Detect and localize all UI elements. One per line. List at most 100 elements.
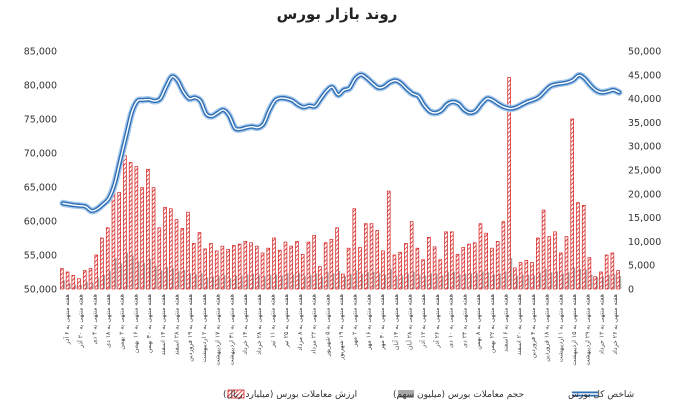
left-axis-tick: 65,000 bbox=[24, 183, 57, 194]
x-axis-tick: هفته منتهی به ۳۰ مهر bbox=[379, 294, 386, 351]
value-bar bbox=[318, 266, 322, 290]
value-bar bbox=[323, 242, 328, 290]
volume-bar bbox=[567, 272, 570, 289]
value-bar bbox=[295, 241, 299, 290]
volume-bar bbox=[137, 261, 140, 289]
volume-bar bbox=[401, 275, 404, 289]
volume-bar bbox=[487, 272, 490, 289]
volume-bar bbox=[217, 276, 220, 289]
value-bar bbox=[432, 246, 437, 290]
left-axis-tick: 80,000 bbox=[24, 81, 57, 92]
left-axis-tick: 85,000 bbox=[24, 47, 57, 58]
x-axis-tick: هفته منتهی به ۲۶ خرداد bbox=[612, 294, 619, 355]
right-axis-tick: 50,000 bbox=[628, 47, 661, 58]
value-bar bbox=[386, 190, 391, 290]
value-bar bbox=[123, 155, 127, 290]
volume-bar bbox=[263, 276, 266, 289]
volume-bar bbox=[149, 259, 151, 289]
volume-bar bbox=[68, 283, 71, 289]
value-bar bbox=[610, 252, 615, 290]
volume-bar bbox=[607, 274, 610, 289]
volume-bar bbox=[240, 275, 243, 289]
volume-bar bbox=[602, 276, 604, 289]
volume-bar bbox=[458, 274, 461, 289]
x-axis-tick: هفته منتهی به ۴ دی bbox=[91, 294, 98, 344]
volume-bar bbox=[493, 274, 496, 289]
volume-bar bbox=[481, 271, 484, 289]
left-axis-tick: 70,000 bbox=[24, 149, 57, 160]
value-bars bbox=[60, 77, 620, 290]
x-axis-tick: هفته منتهی به ۶ اسفند bbox=[503, 294, 510, 352]
value-bar bbox=[146, 168, 150, 290]
volume-bar bbox=[229, 278, 232, 289]
x-axis-tick: هفته منتهی به ۲۸ خرداد bbox=[256, 294, 263, 355]
left-axis-tick: 75,000 bbox=[24, 115, 57, 126]
value-bar bbox=[558, 252, 563, 290]
value-bar bbox=[530, 262, 534, 290]
x-axis: هفته منتهی به ۶ آذر هفته منتهی به ۲۰ آذر ه… bbox=[62, 294, 619, 366]
value-bar bbox=[404, 243, 408, 290]
value-bar bbox=[341, 273, 345, 290]
volume-bar bbox=[206, 277, 209, 289]
volume-bar bbox=[533, 275, 536, 289]
x-axis-tick: هفته منتهی به ۱۲ آذر bbox=[418, 294, 427, 349]
value-bar bbox=[134, 166, 139, 290]
volume-bar bbox=[412, 271, 415, 289]
value-bar bbox=[237, 243, 242, 290]
volume-bar bbox=[172, 268, 174, 289]
value-bar bbox=[409, 221, 414, 290]
value-bar bbox=[249, 242, 253, 290]
value-bar bbox=[77, 278, 81, 290]
volume-bar bbox=[269, 274, 272, 289]
left-axis: 50,000 55,000 60,000 65,000 70,000 75,000 80,0… bbox=[24, 47, 57, 296]
value-bar bbox=[260, 252, 265, 290]
value-bar bbox=[450, 231, 454, 290]
value-bar bbox=[553, 231, 557, 290]
value-bar bbox=[180, 228, 185, 290]
left-axis-tick: 55,000 bbox=[24, 251, 57, 262]
value-bar bbox=[157, 227, 162, 290]
value-bar bbox=[518, 262, 523, 290]
value-bar bbox=[461, 247, 466, 290]
value-bar bbox=[65, 271, 70, 290]
volume-bar bbox=[430, 273, 432, 289]
value-bar bbox=[151, 187, 156, 290]
x-axis-tick: هفته منتهی به ۱۶ بهمن bbox=[132, 294, 139, 353]
x-axis-tick: هفته منتهی به ۱۴ آبان bbox=[391, 294, 400, 350]
right-axis-tick: 45,000 bbox=[628, 70, 661, 81]
x-axis-tick: هفته منتهی به ۱۸ فروردین bbox=[544, 294, 551, 362]
volume-bar bbox=[435, 273, 438, 289]
x-axis-tick: هفته منتهی به ۲ بهمن bbox=[119, 294, 126, 350]
x-axis-tick: هفته منتهی به ۱۸ دی bbox=[105, 294, 112, 348]
value-bar bbox=[484, 232, 488, 290]
volume-bar bbox=[154, 266, 157, 289]
volume-bar bbox=[74, 284, 77, 289]
value-bar bbox=[358, 247, 362, 290]
value-bar bbox=[117, 192, 121, 290]
value-bar bbox=[564, 236, 569, 290]
value-bar bbox=[346, 247, 351, 290]
value-bar bbox=[587, 257, 592, 290]
value-bar bbox=[438, 259, 443, 290]
legend-label-volume: حجم معاملات بورس (میلیون سهم) bbox=[393, 390, 524, 400]
volume-bar bbox=[160, 270, 163, 289]
volume-bar bbox=[573, 267, 576, 289]
volume-bar bbox=[80, 285, 83, 289]
value-bar bbox=[524, 260, 529, 290]
volume-bar bbox=[556, 271, 559, 289]
value-bar bbox=[105, 227, 110, 290]
volume-bar bbox=[131, 255, 134, 289]
volume-bar bbox=[309, 274, 312, 289]
value-bar bbox=[507, 77, 511, 290]
volume-bar bbox=[332, 273, 335, 289]
right-axis-tick: 20,000 bbox=[628, 189, 661, 200]
volume-bar bbox=[303, 276, 306, 289]
volume-bar bbox=[321, 276, 323, 289]
value-bar bbox=[329, 239, 334, 290]
value-bar bbox=[169, 208, 173, 290]
legend-item-volume: حجم معاملات بورس (میلیون سهم) bbox=[393, 390, 524, 400]
legend: شاخص کل بورس حجم معاملات بورس (میلیون سه… bbox=[223, 389, 634, 400]
right-axis-tick: 30,000 bbox=[628, 142, 661, 153]
value-bar bbox=[226, 249, 230, 290]
volume-bar bbox=[424, 275, 427, 289]
